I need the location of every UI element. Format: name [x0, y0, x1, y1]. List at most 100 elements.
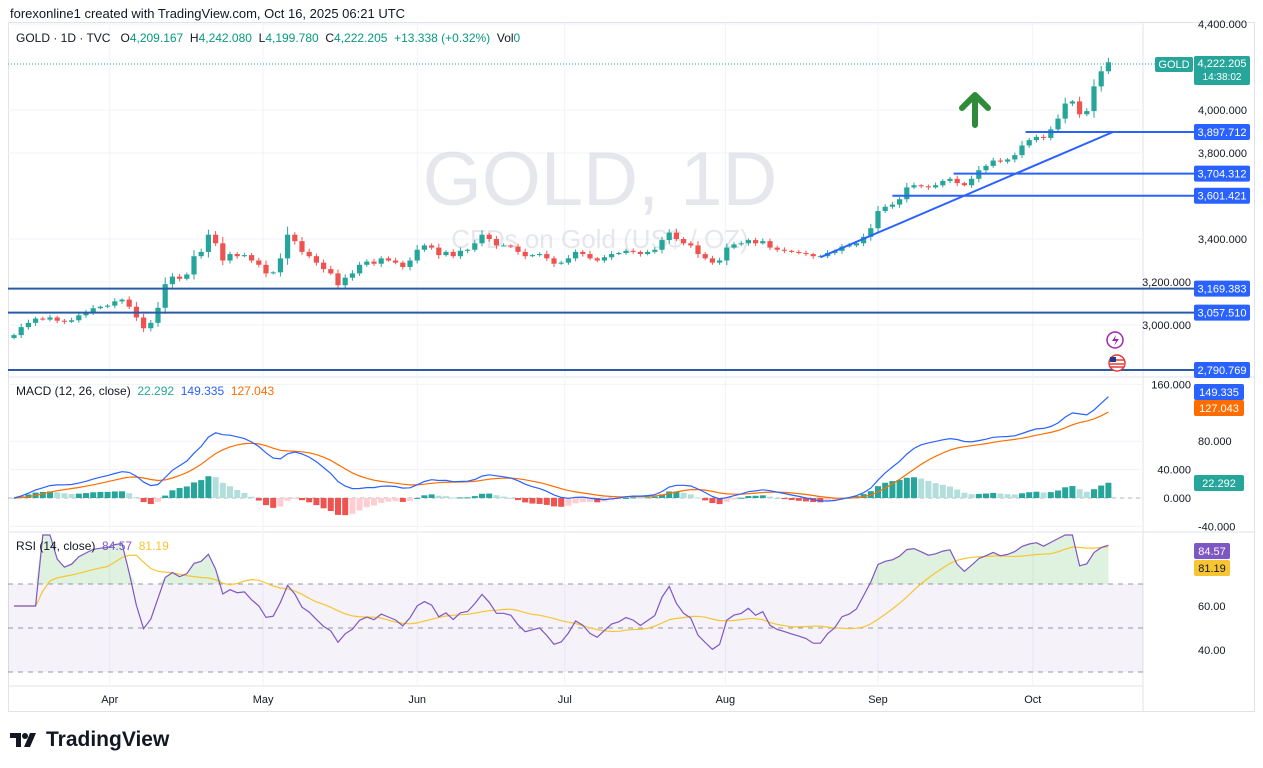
candle-body — [465, 249, 471, 251]
macd-histogram-bar — [443, 496, 449, 498]
candle-body — [385, 258, 391, 261]
rsi-title[interactable]: RSI (14, close) — [16, 539, 96, 553]
macd-histogram-bar — [1004, 494, 1011, 498]
candle-body — [313, 256, 319, 263]
candle-body — [393, 260, 399, 263]
macd-histogram-bar — [1040, 492, 1047, 498]
macd-histogram-bar — [313, 498, 320, 506]
macd-histogram-bar — [421, 495, 428, 498]
volume-value: 0 — [513, 31, 521, 45]
macd-histogram-bar — [399, 498, 406, 502]
macd-histogram-bar — [342, 498, 349, 516]
macd-histogram-bar — [407, 498, 413, 501]
macd-histogram-bar — [191, 482, 197, 498]
macd-histogram-bar — [169, 490, 176, 498]
low-value: 4,199.780 — [265, 31, 319, 45]
macd-histogram-bar — [716, 498, 723, 505]
macd-histogram-bar — [1011, 494, 1018, 498]
macd-signal-tag — [1194, 400, 1244, 416]
candle-body — [112, 301, 118, 306]
candle-body — [148, 322, 154, 329]
up-arrow-icon — [959, 92, 991, 128]
candle-body — [479, 234, 485, 244]
candle-body — [1062, 103, 1068, 119]
macd-histogram-bar — [435, 495, 442, 498]
macd-histogram-bar — [623, 497, 629, 499]
symbol-name[interactable]: GOLD · 1D · TVC — [16, 31, 111, 45]
macd-histogram-bar — [1076, 489, 1083, 498]
symbol-legend: GOLD · 1D · TVC O4,209.167 H4,242.080 L4… — [16, 31, 520, 45]
candle-body — [457, 250, 463, 257]
candle-body — [1084, 111, 1090, 115]
macd-histogram-bar — [414, 497, 421, 499]
macd-title[interactable]: MACD (12, 26, close) — [16, 384, 131, 398]
us-flag-canton — [1110, 357, 1116, 362]
time-axis-label-aug: Aug — [716, 694, 736, 706]
candle-body — [587, 254, 593, 259]
macd-histogram-bar — [745, 496, 752, 498]
macd-histogram-bar — [594, 498, 601, 503]
rsi-ma-value: 81.19 — [138, 539, 169, 553]
macd-histogram-bar — [39, 491, 46, 498]
candle-body — [1077, 101, 1083, 115]
trend-line — [820, 131, 1114, 259]
candle-body — [1026, 140, 1032, 146]
macd-histogram-bar — [515, 498, 521, 501]
candle-body — [969, 178, 975, 186]
candle-body — [997, 160, 1003, 162]
macd-histogram-bar — [903, 477, 910, 498]
candle-body — [414, 249, 420, 261]
candle-body — [933, 185, 939, 188]
macd-signal-line — [13, 411, 1109, 499]
candle-body — [724, 247, 730, 261]
candle-body — [551, 258, 557, 264]
candle-body — [911, 185, 917, 188]
macd-histogram-bar — [824, 498, 831, 502]
macd-histogram-bar — [680, 492, 687, 498]
candle-body — [882, 206, 888, 212]
macd-histogram-bar — [486, 493, 493, 498]
level-price-label: 3,057.510 — [1198, 308, 1247, 320]
last-price-label: 4,222.205 — [1198, 58, 1247, 70]
candle-body — [558, 262, 564, 264]
candle-body — [54, 317, 60, 321]
macd-histogram-bar — [1098, 485, 1105, 498]
macd-histogram-bar — [479, 493, 485, 498]
macd-histogram-bar — [255, 498, 262, 501]
candle-body — [1019, 145, 1025, 156]
candle-body — [364, 261, 370, 265]
macd-histogram-bar — [1062, 487, 1069, 498]
macd-histogram-bar — [356, 498, 363, 511]
level-price-label: 3,704.312 — [1198, 169, 1247, 181]
tradingview-logo[interactable]: TradingView — [10, 728, 169, 752]
macd-tag-label: 127.043 — [1199, 403, 1239, 415]
macd-histogram-bar — [752, 495, 759, 498]
macd-histogram-bar — [522, 498, 529, 503]
macd-histogram-bar — [939, 484, 946, 498]
chart-credit: forexonline1 created with TradingView.co… — [10, 6, 406, 21]
macd-histogram-bar — [759, 495, 766, 498]
candle-body — [868, 228, 874, 237]
macd-histogram-bar — [637, 497, 644, 499]
macd-signal-value: 127.043 — [230, 384, 275, 398]
macd-histogram-bar — [947, 486, 953, 498]
candle-body — [234, 254, 240, 257]
macd-histogram-bar — [572, 498, 579, 504]
candle-body — [616, 252, 622, 255]
macd-histogram-bar — [270, 498, 277, 508]
rsi-legend: RSI (14, close) 84.57 81.19 — [16, 539, 169, 553]
time-axis-label-may: May — [253, 694, 274, 706]
candle-body — [1012, 155, 1018, 160]
candle-body — [155, 307, 161, 323]
macd-hist-tag — [1194, 475, 1244, 491]
macd-histogram-bar — [1083, 491, 1090, 498]
candle-body — [205, 234, 211, 252]
time-axis-label-apr: Apr — [101, 694, 118, 706]
macd-histogram-bar — [68, 493, 75, 498]
candle-body — [436, 247, 442, 256]
candle-body — [609, 254, 615, 258]
candle-body — [119, 299, 125, 302]
candle-body — [486, 234, 492, 239]
candle-body — [666, 232, 672, 241]
